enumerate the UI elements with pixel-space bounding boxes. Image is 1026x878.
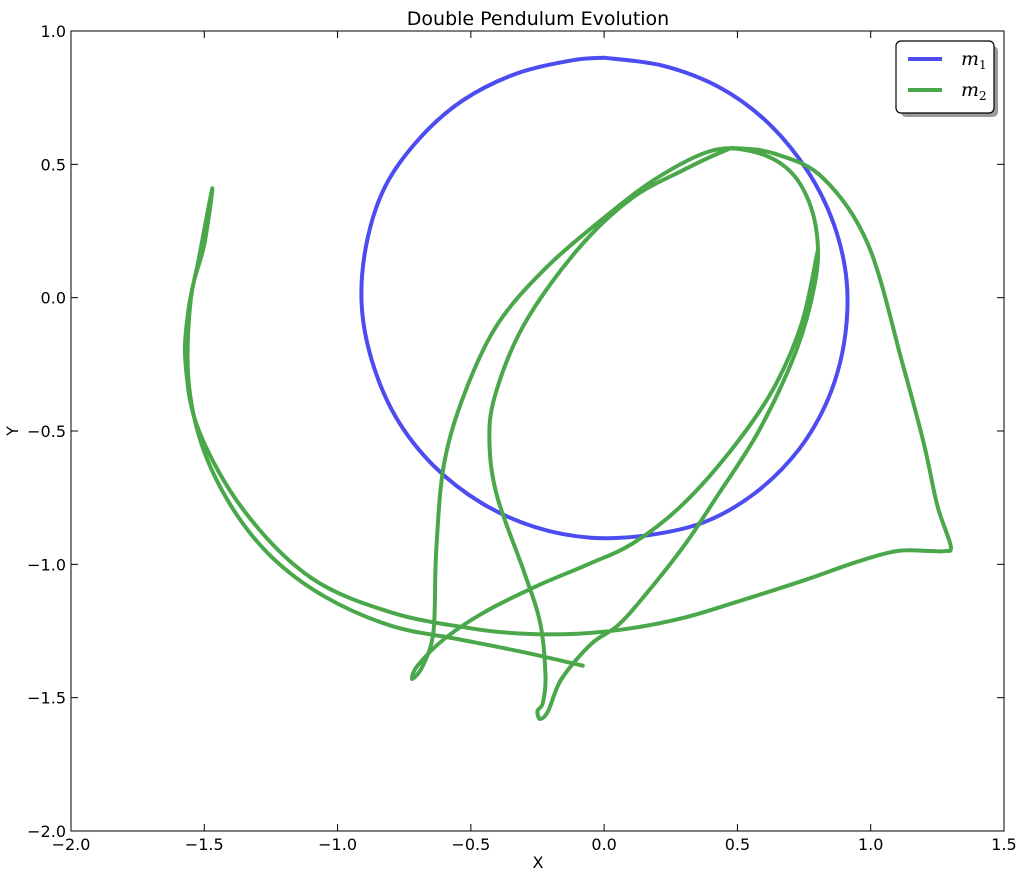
x-tick-label: −2.0 [52,835,91,854]
plot-area [71,31,1004,831]
x-axis-label: X [533,853,544,872]
y-tick-label: 1.0 [41,22,66,41]
y-tick-label: −2.0 [27,822,66,841]
x-tick-label: 0.0 [591,835,616,854]
x-tick-label: 1.5 [991,835,1016,854]
series-line-m1 [359,55,850,541]
legend: m1 m2 [895,40,998,117]
y-axis-label: Y [3,426,22,437]
x-tick-label: −1.0 [318,835,357,854]
series-layer [182,55,953,721]
y-tick-label: −1.5 [27,689,66,708]
series-line-m2 [182,146,953,721]
y-tick-label: 0.0 [41,289,66,308]
y-tick-label: −0.5 [27,422,66,441]
x-tick-label: −1.5 [185,835,224,854]
x-tick-label: 1.0 [858,835,883,854]
legend-label-m1: m1 [961,48,987,72]
x-tick-label: −0.5 [451,835,490,854]
tick-layer: −2.0 −1.5 −1.0 −0.5 0.0 0.5 1.0 1.5 1.0 0.5 0.0 −0.… [27,22,1017,854]
x-tick-label: 0.5 [725,835,750,854]
chart-title: Double Pendulum Evolution [407,8,669,30]
y-tick-label: −1.0 [27,555,66,574]
legend-label-m2: m2 [961,79,987,103]
y-tick-label: 0.5 [41,155,66,174]
